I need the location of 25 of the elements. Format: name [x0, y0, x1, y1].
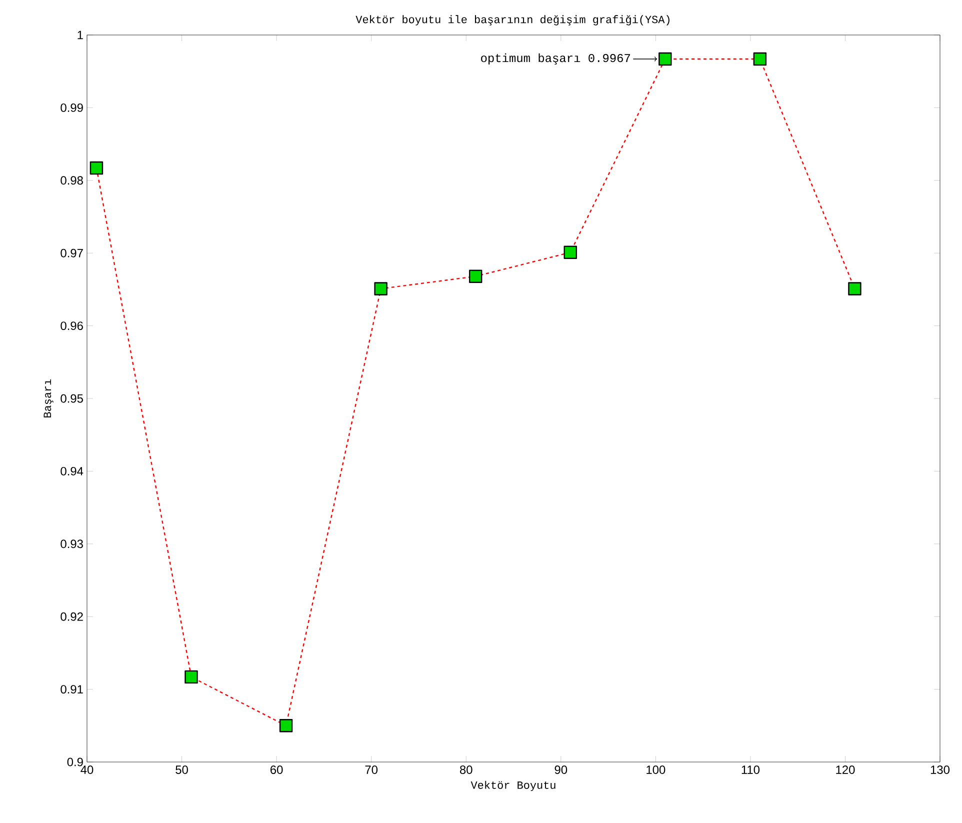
y-tick-label: 0.9	[67, 758, 83, 766]
y-tick-label: 0.94	[60, 466, 84, 476]
y-axis-title: Başarı	[44, 379, 54, 418]
y-tick-label: 0.96	[60, 322, 83, 330]
chart-title: Vektör boyutu ile başarının değişim grafiği(YSA)	[356, 15, 670, 26]
x-tick-label: 50	[176, 766, 188, 774]
y-tick-label: 1	[78, 30, 83, 40]
x-tick-label: 120	[836, 766, 855, 774]
x-tick-label: 60	[270, 766, 283, 774]
y-tick-label: 0.97	[60, 248, 83, 258]
x-tick-label: 130	[930, 766, 950, 774]
x-tick-label: 90	[554, 766, 568, 774]
y-tick-label: 0.91	[60, 685, 83, 694]
y-tick-label: 0.93	[60, 540, 83, 548]
x-tick-label: 70	[365, 766, 378, 774]
x-tick-label: 80	[460, 766, 472, 774]
x-tick-label: 110	[742, 766, 760, 774]
y-tick-label: 0.98	[60, 176, 83, 185]
y-tick-label: 0.95	[60, 394, 83, 403]
x-axis-title: Vektör Boyutu	[470, 780, 556, 792]
x-tick-label: 40	[80, 766, 94, 774]
y-tick-label: 0.99	[60, 103, 83, 112]
y-tick-label: 0.92	[60, 612, 83, 621]
x-tick-label: 100	[646, 766, 666, 774]
annotation: optimum başarı 0.9967	[481, 53, 630, 65]
